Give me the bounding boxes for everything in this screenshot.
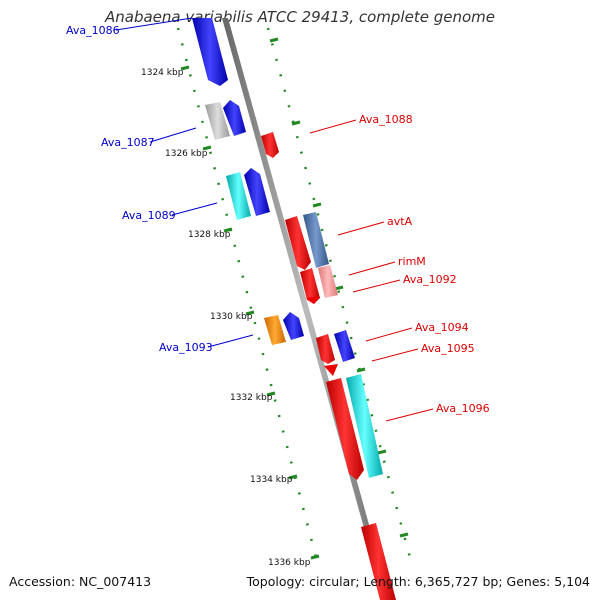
leader-ava-1092 [352, 279, 401, 293]
label-ava-1087[interactable]: Ava_1087 [101, 136, 155, 149]
label-ava-1093[interactable]: Ava_1093 [159, 341, 213, 354]
leader-ava-1086 [115, 17, 193, 31]
gene-ava-1096-cyan[interactable] [346, 374, 383, 478]
tick-label-1332: 1332 kbp [230, 393, 273, 403]
label-rimm[interactable]: rimM [398, 255, 426, 268]
leader-ava-1089 [171, 202, 218, 216]
label-ava-1096[interactable]: Ava_1096 [436, 402, 490, 415]
leader-ava-1087 [149, 127, 197, 143]
gene-ava-1094-blue[interactable] [334, 330, 355, 362]
leader-ava-1088 [309, 119, 357, 134]
leader-rimm [348, 261, 396, 276]
label-ava-1086[interactable]: Ava_1086 [66, 24, 120, 37]
genome-backbone [222, 18, 390, 600]
tick-label-1330: 1330 kbp [210, 312, 253, 322]
gene-ava-1086[interactable] [192, 18, 228, 86]
label-avta[interactable]: avtA [387, 215, 413, 228]
tick-label-1324: 1324 kbp [141, 68, 184, 78]
tick-marks-outer [269, 37, 409, 538]
gene-bottom-red[interactable] [361, 523, 396, 600]
label-ava-1094[interactable]: Ava_1094 [415, 321, 469, 334]
leader-avta [337, 221, 385, 236]
leader-ava-1096 [385, 408, 434, 422]
gene-avta-steel[interactable] [303, 212, 329, 268]
gene-ava-1087-gray[interactable] [205, 102, 230, 140]
label-ava-1092[interactable]: Ava_1092 [403, 273, 457, 286]
leader-ava-1094 [365, 327, 413, 342]
accession-text: Accession: NC_007413 [9, 574, 152, 589]
genome-summary-text: Topology: circular; Length: 6,365,727 bp… [246, 574, 590, 589]
leader-ava-1093 [207, 334, 254, 348]
gene-ava-1087-blue[interactable] [223, 100, 246, 136]
gene-ava-1088[interactable] [261, 132, 279, 158]
tick-marks [180, 65, 320, 560]
gene-ava-1096-red[interactable] [326, 378, 364, 480]
gene-ava-1093-blue[interactable] [283, 312, 304, 340]
gene-ava-1095[interactable] [324, 364, 338, 376]
label-ava-1089[interactable]: Ava_1089 [122, 209, 176, 222]
leader-ava-1095 [371, 348, 419, 362]
gene-ava-1089-cyan[interactable] [226, 172, 251, 220]
tick-label-1328: 1328 kbp [188, 230, 231, 240]
gene-ava-1093-orange[interactable] [264, 315, 286, 345]
gene-avta-red[interactable] [285, 216, 311, 270]
label-ava-1088[interactable]: Ava_1088 [359, 113, 413, 126]
label-ava-1095[interactable]: Ava_1095 [421, 342, 475, 355]
tick-label-1336: 1336 kbp [268, 558, 311, 568]
gene-rimm[interactable] [300, 268, 320, 304]
gene-ava-1089-blue[interactable] [244, 168, 270, 216]
gene-ava-1092[interactable] [318, 265, 338, 298]
tick-label-1326: 1326 kbp [165, 149, 208, 159]
gene-ava-1092-arrow[interactable] [306, 296, 320, 304]
gene-ava-1094-red[interactable] [316, 334, 335, 364]
tick-label-1334: 1334 kbp [250, 475, 293, 485]
